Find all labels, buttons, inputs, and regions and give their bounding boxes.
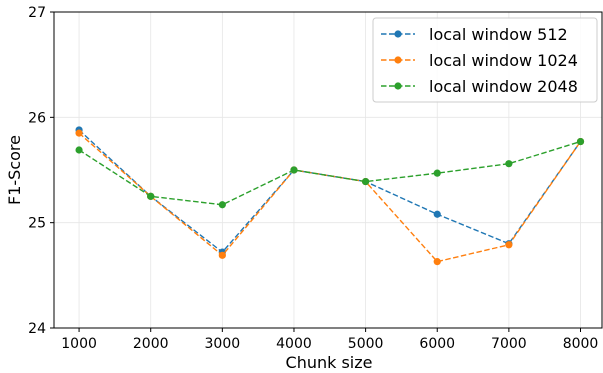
legend-label: local window 2048 bbox=[429, 77, 578, 96]
x-tick-label: 3000 bbox=[205, 336, 241, 352]
data-point bbox=[75, 146, 83, 154]
series-line bbox=[78, 129, 582, 254]
legend-label: local window 1024 bbox=[429, 51, 578, 70]
legend-item: local window 512 bbox=[381, 25, 568, 44]
data-point bbox=[505, 160, 513, 168]
legend-label: local window 512 bbox=[429, 25, 568, 44]
legend: local window 512 local window 1024 local w… bbox=[372, 17, 598, 103]
axes-layer: 1000 2000 3000 4000 5000 6000 7000 8000 24 25 26 27 bbox=[28, 5, 603, 352]
y-tick-label: 26 bbox=[28, 110, 46, 126]
data-point bbox=[75, 129, 83, 137]
data-point bbox=[218, 201, 226, 209]
data-point bbox=[290, 166, 298, 174]
data-point bbox=[362, 177, 370, 186]
data-point bbox=[433, 169, 441, 177]
x-tick-label: 7000 bbox=[491, 336, 527, 352]
x-tick-label: 6000 bbox=[419, 336, 455, 352]
x-tick-label: 2000 bbox=[133, 336, 169, 352]
y-tick-label: 24 bbox=[28, 321, 46, 337]
legend-item: local window 2048 bbox=[381, 77, 578, 96]
y-tick-label: 25 bbox=[28, 216, 46, 232]
legend-box bbox=[372, 17, 598, 103]
data-point bbox=[433, 210, 441, 218]
data-point bbox=[433, 258, 441, 266]
legend-item: local window 1024 bbox=[381, 51, 578, 70]
series-layer bbox=[75, 126, 585, 266]
plot-frame bbox=[53, 11, 603, 329]
series-3 bbox=[75, 137, 585, 209]
x-tick-label: 1000 bbox=[61, 336, 97, 352]
data-point bbox=[576, 137, 585, 146]
data-point bbox=[505, 241, 513, 249]
x-tick-label: 8000 bbox=[563, 336, 599, 352]
y-tick-label: 27 bbox=[28, 5, 46, 21]
data-point bbox=[147, 192, 155, 200]
series-1 bbox=[75, 126, 585, 256]
x-tick-label: 5000 bbox=[348, 336, 384, 352]
legend-swatch-marker bbox=[394, 56, 402, 64]
data-point bbox=[218, 251, 226, 259]
series-line bbox=[78, 140, 581, 206]
x-tick-label: 4000 bbox=[276, 336, 312, 352]
y-axis-label: F1-Score bbox=[5, 135, 24, 205]
x-axis-label: Chunk size bbox=[286, 353, 373, 372]
legend-swatch-marker bbox=[394, 82, 402, 90]
legend-swatch-marker bbox=[394, 30, 402, 38]
